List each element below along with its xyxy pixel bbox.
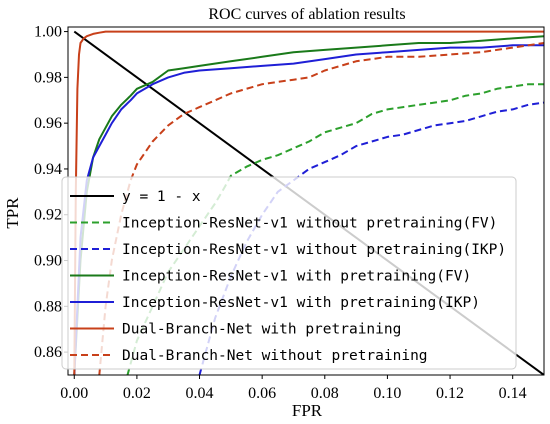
series-line-3 (73, 35, 544, 375)
x-tick-label: 0.12 (436, 385, 464, 402)
legend-box (61, 176, 517, 370)
series-line-4 (73, 44, 544, 375)
x-tick-label: 0.06 (248, 385, 276, 402)
y-tick-label: 0.86 (34, 344, 62, 361)
legend-label-2: Inception-ResNet-v1 without pretraining(… (122, 242, 506, 258)
y-tick-label: 0.90 (34, 253, 62, 270)
x-tick-label: 0.14 (499, 385, 527, 402)
y-tick-label: 0.92 (34, 207, 62, 224)
legend: y = 1 - x Inception-ResNet-v1 without pre… (61, 176, 517, 370)
ticks-layer: 0.00 0.02 0.04 0.06 0.08 0.10 0.12 0.14 0.86 0.88… (34, 24, 527, 402)
series-line-6 (98, 42, 544, 375)
y-axis-label: TPR (3, 197, 22, 229)
legend-label-6: Dual-Branch-Net without pretraining (122, 348, 428, 364)
chart-title: ROC curves of ablation results (208, 6, 405, 23)
y-tick-label: 0.98 (34, 69, 62, 86)
series-line-2 (198, 101, 544, 375)
y-tick-label: 0.94 (34, 161, 62, 178)
legend-label-1: Inception-ResNet-v1 without pretraining(… (122, 216, 497, 232)
legend-label-4: Inception-ResNet-v1 with pretraining(IKP… (122, 295, 480, 311)
y-tick-label: 0.96 (34, 115, 62, 132)
x-tick-label: 0.02 (123, 385, 151, 402)
series-line-5 (73, 30, 544, 375)
legend-label-5: Dual-Branch-Net with pretraining (122, 322, 401, 338)
x-tick-label: 0.04 (186, 385, 214, 402)
y-tick-label: 1.00 (34, 24, 62, 41)
y-tick-label: 0.88 (34, 298, 62, 315)
x-axis-label: FPR (292, 401, 323, 420)
legend-label-0: y = 1 - x (122, 189, 201, 205)
x-tick-label: 0.10 (373, 385, 401, 402)
x-tick-label: 0.00 (60, 385, 88, 402)
legend-label-3: Inception-ResNet-v1 with pretraining(FV) (122, 269, 471, 285)
x-tick-label: 0.08 (311, 385, 339, 402)
